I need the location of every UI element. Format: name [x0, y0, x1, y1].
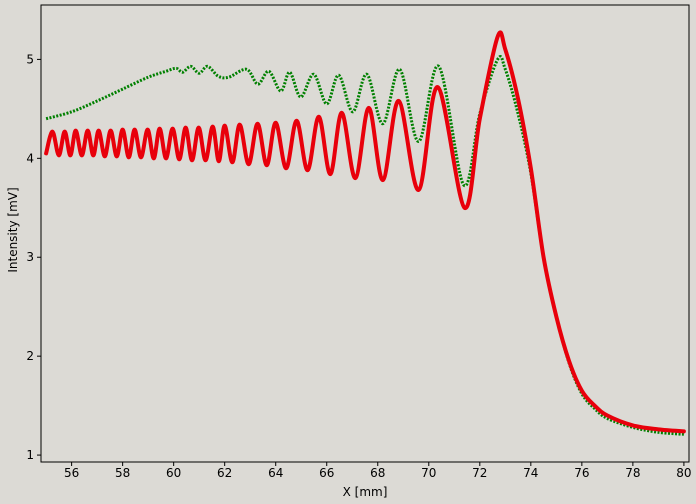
plot-frame: [40, 4, 690, 463]
x-tick-label: 60: [166, 466, 181, 480]
y-tick-label: 2: [26, 349, 34, 363]
x-tick-label: 74: [523, 466, 538, 480]
x-tick-label: 58: [115, 466, 130, 480]
x-tick-label: 66: [319, 466, 334, 480]
x-tick-label: 56: [64, 466, 79, 480]
x-tick-label: 72: [472, 466, 487, 480]
x-tick-label: 62: [217, 466, 232, 480]
y-tick-label: 5: [26, 52, 34, 66]
x-axis-label: X [mm]: [343, 485, 388, 499]
x-tick-label: 68: [370, 466, 385, 480]
y-axis-label: Intensity [mV]: [6, 187, 20, 272]
x-tick-label: 78: [625, 466, 640, 480]
x-tick-label: 80: [676, 466, 691, 480]
series-line: [44, 30, 686, 434]
x-tick-label: 64: [268, 466, 283, 480]
y-tick-label: 4: [26, 151, 34, 165]
y-tick-label: 3: [26, 250, 34, 264]
x-tick-label: 70: [421, 466, 436, 480]
x-tick-label: 76: [574, 466, 589, 480]
series-line: [45, 55, 685, 436]
y-tick-label: 1: [26, 448, 34, 462]
